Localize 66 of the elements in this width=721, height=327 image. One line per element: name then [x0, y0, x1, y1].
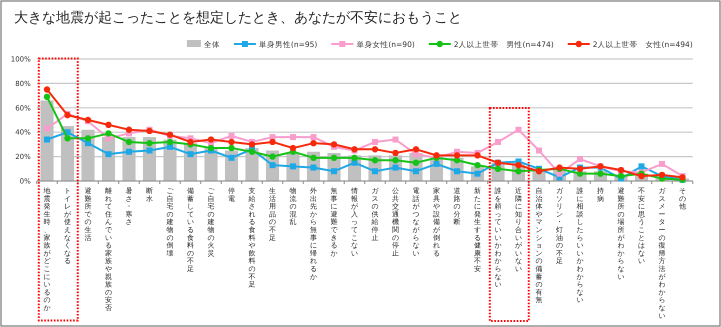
point	[577, 156, 583, 162]
point	[44, 86, 50, 93]
point	[659, 160, 665, 167]
point	[638, 163, 644, 170]
point	[105, 122, 112, 128]
point	[126, 148, 132, 155]
point	[330, 154, 338, 162]
point	[208, 144, 214, 152]
point	[638, 172, 645, 180]
point	[392, 157, 399, 164]
point	[412, 146, 420, 152]
point	[228, 138, 235, 146]
chart-title: 大きな地震が起こったことを想定したとき、あなたが不安におもうこと	[14, 10, 462, 26]
point	[44, 136, 50, 143]
point	[516, 126, 522, 133]
point	[372, 157, 378, 164]
point	[44, 94, 50, 100]
point	[64, 135, 71, 142]
point	[269, 153, 276, 160]
point	[474, 162, 481, 168]
point	[310, 134, 316, 140]
point	[248, 148, 256, 155]
point	[228, 154, 234, 161]
point	[495, 138, 501, 145]
point	[208, 136, 214, 143]
point	[106, 151, 112, 158]
point	[146, 148, 152, 154]
point	[434, 160, 440, 167]
point	[105, 130, 112, 137]
point	[44, 126, 50, 132]
point	[270, 162, 276, 168]
point	[372, 146, 378, 152]
point	[146, 140, 153, 146]
point	[351, 154, 358, 162]
point	[372, 168, 378, 174]
point	[433, 152, 440, 159]
point	[166, 138, 174, 146]
point	[330, 141, 338, 148]
point	[84, 135, 92, 142]
point	[474, 152, 481, 159]
point	[228, 132, 234, 139]
point	[126, 126, 132, 133]
point	[618, 172, 624, 180]
point	[290, 144, 296, 152]
point	[454, 152, 460, 159]
point	[392, 150, 399, 156]
point	[269, 138, 276, 146]
point	[515, 162, 522, 168]
point	[187, 138, 194, 146]
point	[290, 134, 296, 140]
point	[248, 141, 256, 148]
point	[228, 144, 235, 152]
point	[126, 138, 132, 146]
point	[392, 136, 398, 143]
point	[290, 163, 296, 170]
point	[536, 148, 542, 154]
point	[167, 144, 173, 150]
point	[310, 164, 316, 171]
point	[331, 168, 337, 174]
point	[188, 151, 194, 158]
point	[310, 154, 317, 162]
point	[372, 138, 378, 145]
point	[106, 135, 112, 142]
point	[413, 168, 419, 174]
point	[412, 160, 420, 166]
point	[310, 140, 317, 146]
